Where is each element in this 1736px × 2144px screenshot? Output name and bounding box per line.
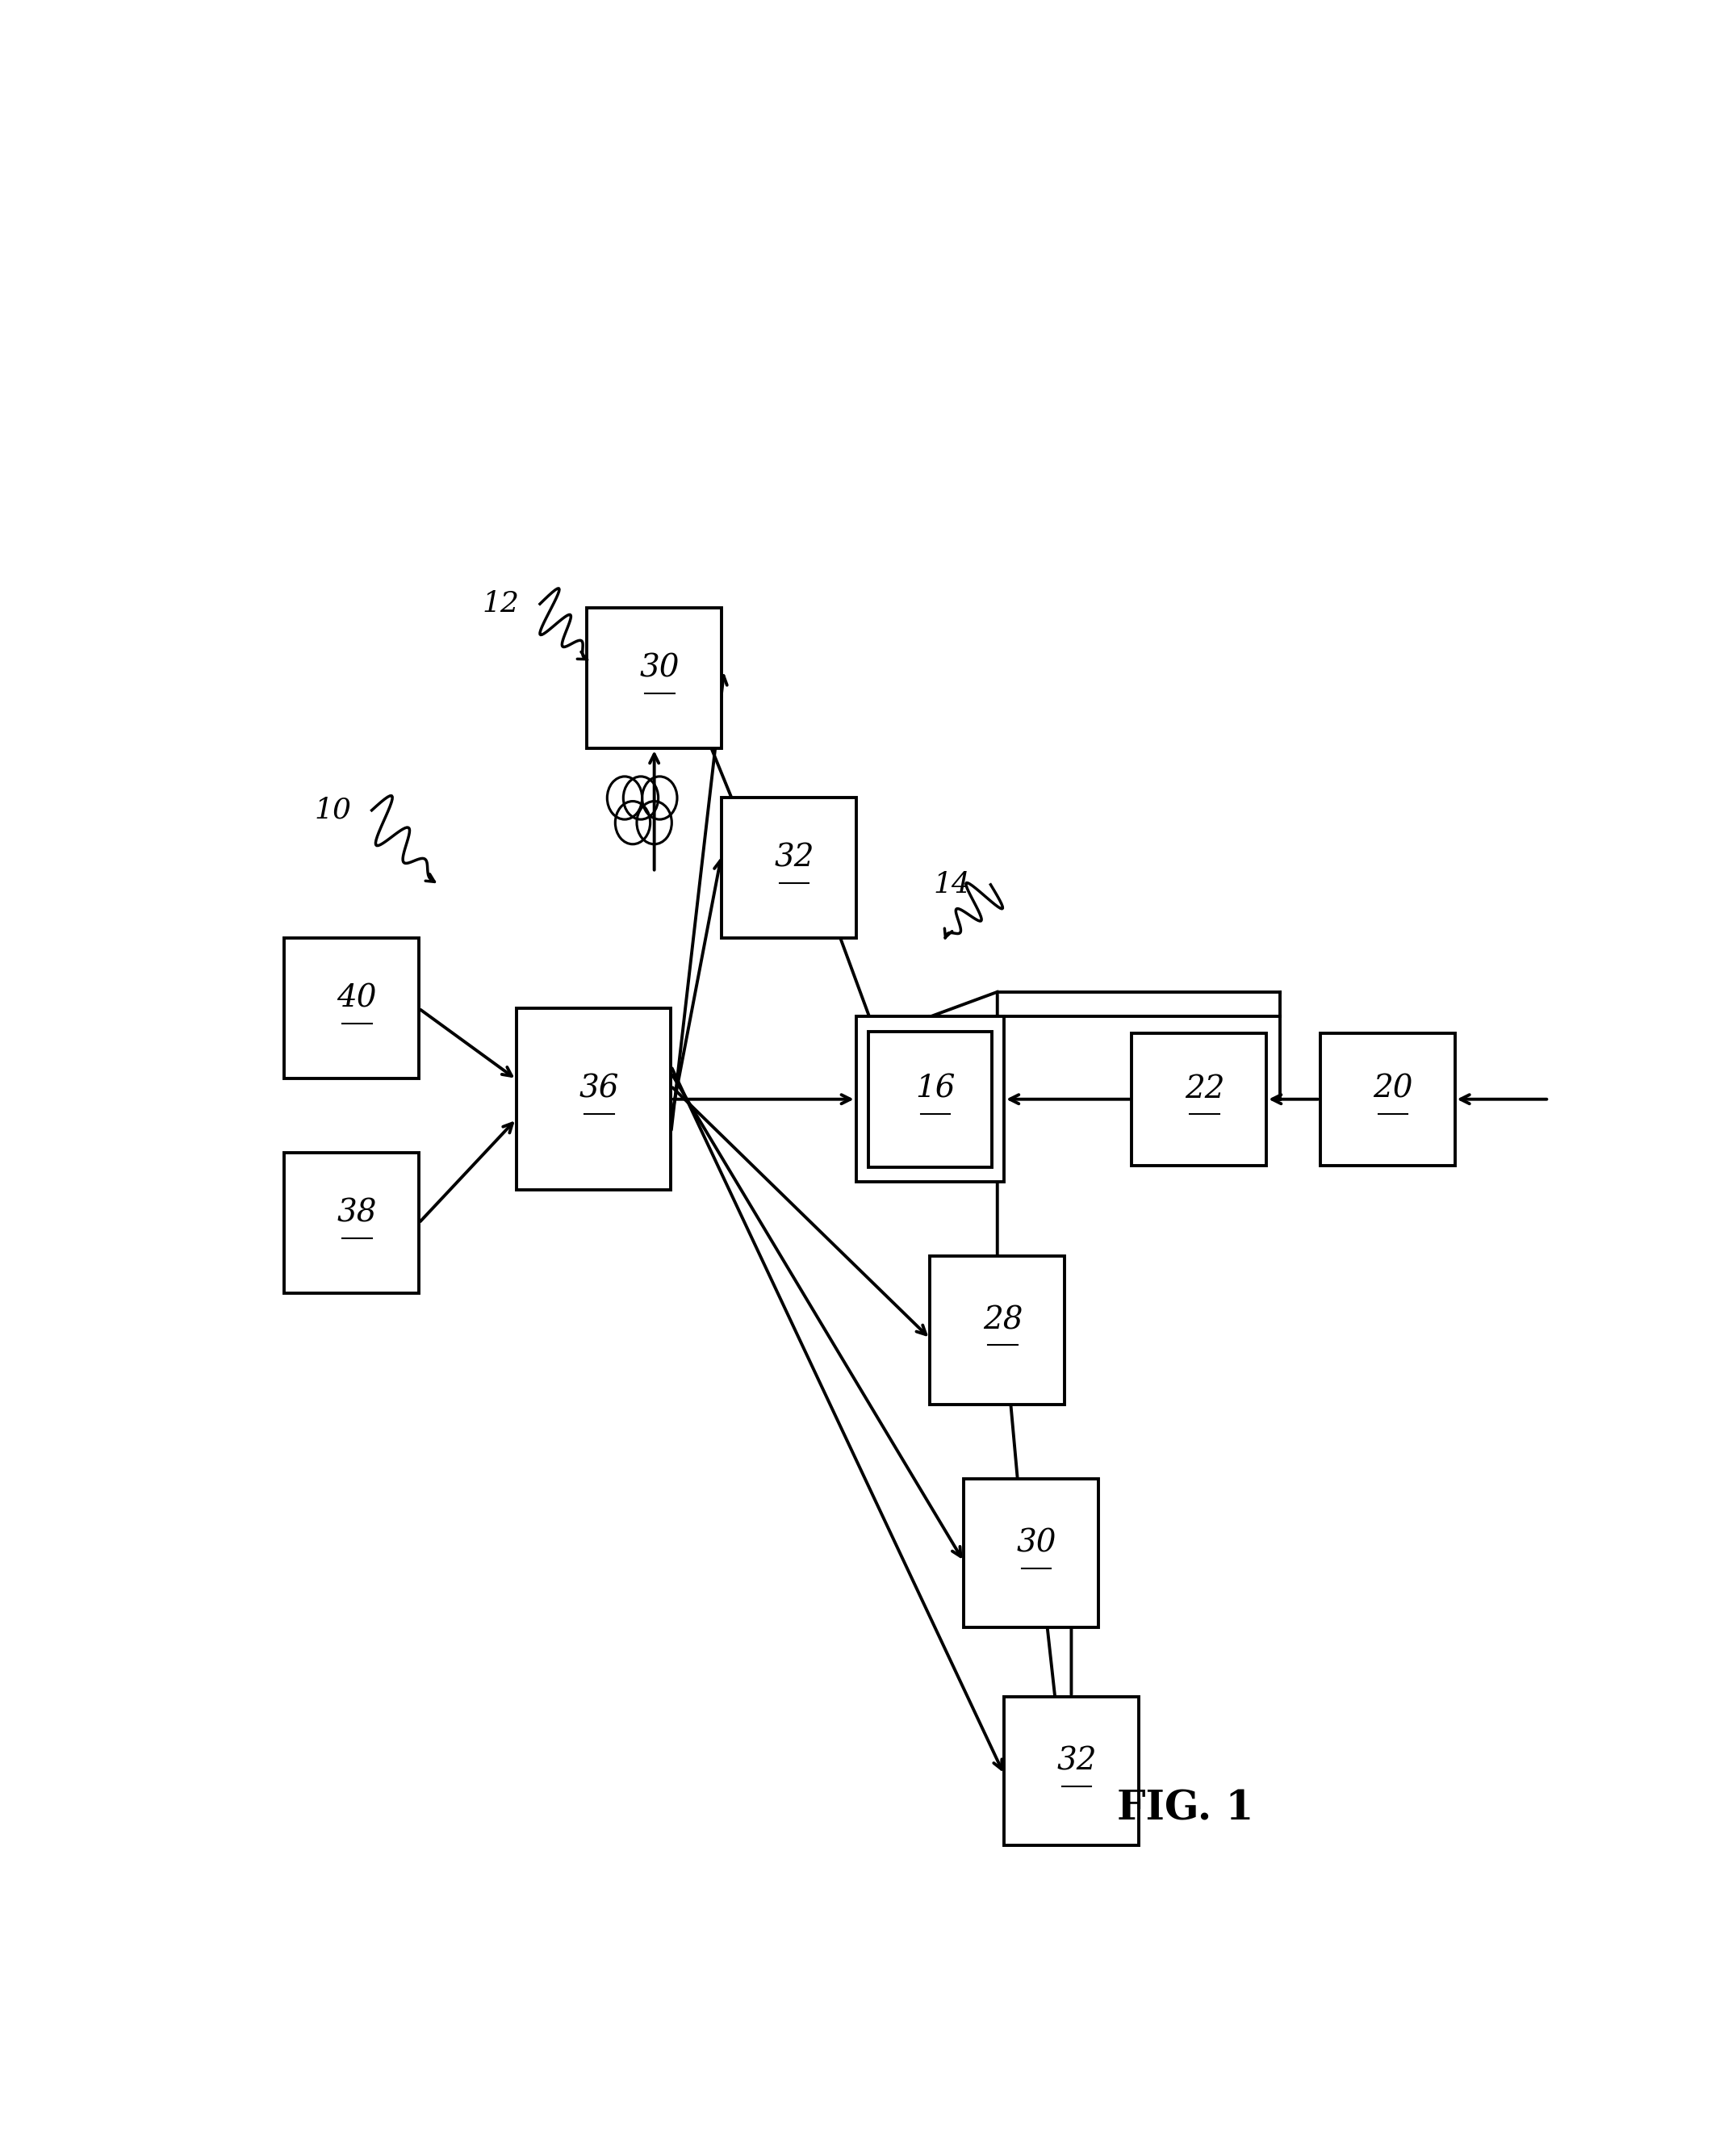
Text: 14: 14 <box>934 870 970 898</box>
Text: 32: 32 <box>1057 1747 1097 1775</box>
Bar <box>285 939 418 1078</box>
Text: 22: 22 <box>1184 1074 1224 1104</box>
Text: 30: 30 <box>639 654 679 684</box>
Text: 28: 28 <box>983 1306 1023 1336</box>
Text: 20: 20 <box>1373 1074 1413 1104</box>
Bar <box>930 1256 1064 1404</box>
Bar <box>1003 1696 1139 1846</box>
Text: 10: 10 <box>314 798 351 823</box>
Bar <box>856 1016 1003 1181</box>
Text: 12: 12 <box>483 590 519 617</box>
Text: 40: 40 <box>337 984 377 1014</box>
Text: 32: 32 <box>774 843 814 873</box>
Bar <box>1319 1033 1455 1164</box>
Text: 16: 16 <box>915 1074 955 1104</box>
Bar <box>516 1008 672 1190</box>
Text: FIG. 1: FIG. 1 <box>1118 1790 1253 1829</box>
Bar <box>722 798 856 939</box>
Bar <box>1132 1033 1266 1164</box>
Bar <box>587 609 722 748</box>
Bar <box>285 1153 418 1293</box>
Text: 36: 36 <box>580 1074 620 1104</box>
Text: 30: 30 <box>1016 1529 1055 1559</box>
Bar <box>963 1479 1099 1627</box>
Text: 38: 38 <box>337 1198 377 1229</box>
Bar <box>868 1031 991 1166</box>
